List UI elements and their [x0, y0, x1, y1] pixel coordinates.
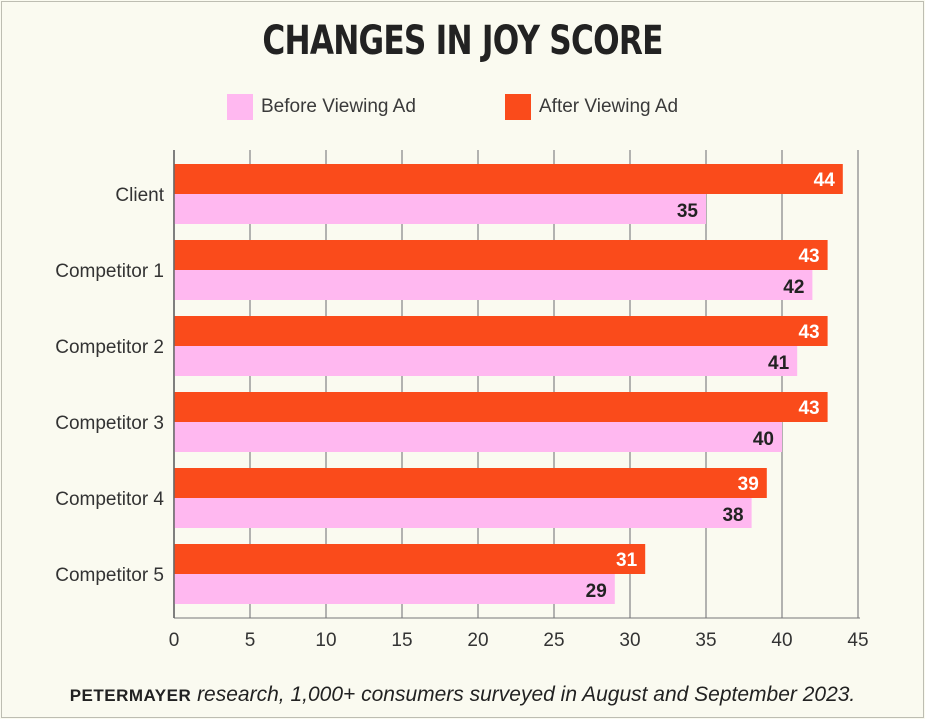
- legend-label-before: Before Viewing Ad: [261, 96, 416, 117]
- footer-brand: PETERMAYER: [69, 686, 192, 705]
- chart-title: CHANGES IN JOY SCORE: [262, 18, 663, 64]
- footer-text: research, 1,000+ consumers surveyed in A…: [191, 683, 856, 706]
- legend-item-before: Before Viewing Ad: [227, 94, 416, 120]
- legend: Before Viewing Ad After Viewing Ad: [0, 94, 925, 124]
- legend-swatch-before: [227, 94, 253, 120]
- footer-note: PETERMAYER research, 1,000+ consumers su…: [0, 683, 925, 707]
- legend-swatch-after: [505, 94, 531, 120]
- legend-label-after: After Viewing Ad: [539, 96, 679, 117]
- legend-item-after: After Viewing Ad: [505, 94, 678, 120]
